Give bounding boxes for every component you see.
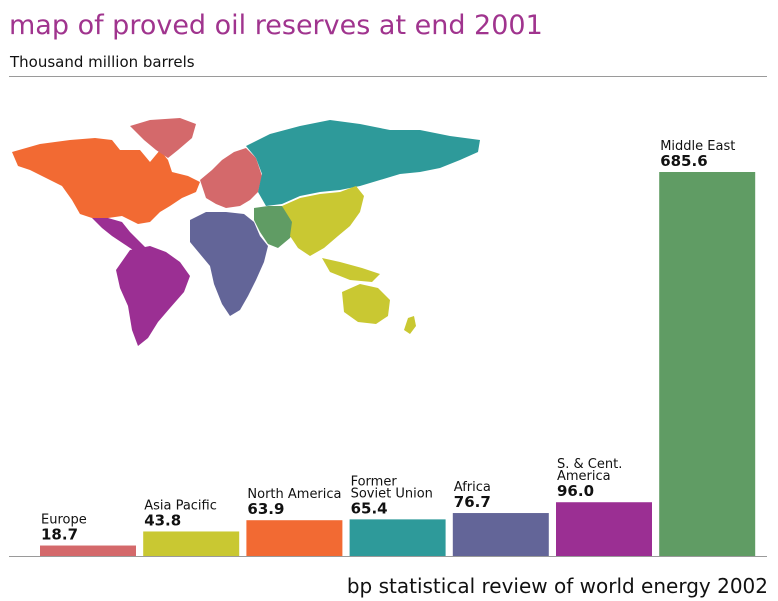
bar-value-label-5: 96.0 bbox=[557, 482, 594, 500]
map-region-greenland bbox=[130, 118, 196, 158]
bar-category-label-2: North America bbox=[247, 487, 341, 502]
bar-3 bbox=[349, 519, 446, 556]
map-region-central-america bbox=[92, 218, 146, 252]
map-region-former-soviet-union bbox=[246, 120, 480, 206]
bar-category-label-1: Asia Pacific bbox=[144, 498, 217, 513]
bar-value-label-1: 43.8 bbox=[144, 511, 181, 529]
bar-2 bbox=[246, 520, 343, 556]
bar-0 bbox=[40, 545, 136, 556]
map-region-south-america bbox=[116, 246, 190, 346]
map-region-africa bbox=[190, 212, 268, 316]
baseline-axis bbox=[9, 556, 767, 557]
map-region-europe bbox=[200, 148, 262, 208]
chart-title: map of proved oil reserves at end 2001 bbox=[9, 10, 543, 41]
chart-subtitle: Thousand million barrels bbox=[10, 53, 195, 71]
bar-category-label-3-line-0: Former bbox=[351, 474, 398, 489]
bar-value-label-4: 76.7 bbox=[454, 493, 491, 511]
map-region-australia bbox=[342, 284, 390, 324]
bar-value-label-2: 63.9 bbox=[247, 500, 284, 518]
bar-value-label-0: 18.7 bbox=[41, 526, 78, 544]
bar-1 bbox=[143, 531, 240, 556]
bar-6 bbox=[659, 172, 756, 556]
top-divider bbox=[9, 76, 767, 77]
bar-category-label-4: Africa bbox=[454, 480, 491, 495]
map-region-middle-east bbox=[254, 206, 296, 248]
bar-category-label-0: Europe bbox=[41, 513, 87, 528]
bar-5 bbox=[556, 502, 652, 556]
bar-category-label-3-line-1: Soviet Union bbox=[351, 486, 433, 501]
map-region-north-america bbox=[12, 138, 200, 224]
bar-category-label-5-line-1: America bbox=[557, 469, 611, 484]
bar-value-label-6: 685.6 bbox=[660, 152, 707, 170]
bar-4 bbox=[452, 513, 549, 556]
map-region-asia-pacific-islands bbox=[322, 258, 380, 282]
map-region-new-zealand bbox=[404, 316, 416, 334]
map-region-asia-pacific bbox=[282, 186, 364, 256]
bar-category-label-5-line-0: S. & Cent. bbox=[557, 457, 622, 472]
bar-category-label-6: Middle East bbox=[660, 139, 735, 154]
source-footer: bp statistical review of world energy 20… bbox=[346, 574, 768, 598]
bar-value-label-3: 65.4 bbox=[351, 499, 388, 517]
